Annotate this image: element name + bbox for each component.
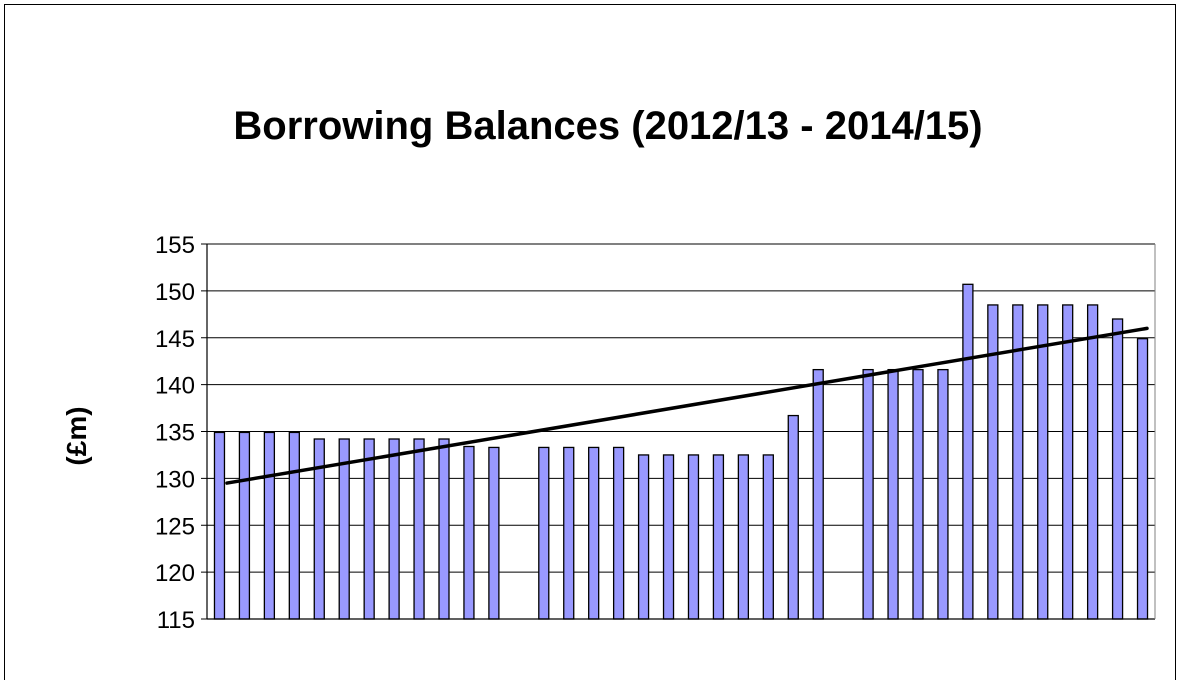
bar [363, 438, 375, 620]
bar [662, 454, 675, 620]
chart-title: Borrowing Balances (2012/13 - 2014/15) [233, 104, 982, 148]
axes [206, 244, 1156, 620]
bar [637, 454, 650, 620]
bar [288, 431, 300, 620]
y-tick-label: 155 [155, 232, 195, 259]
bar [887, 368, 899, 620]
bar [263, 431, 276, 620]
y-tick-label: 145 [155, 326, 195, 353]
y-tick-label: 120 [155, 560, 195, 587]
bar [588, 446, 600, 620]
y-axis-label: (£m) [61, 406, 92, 465]
chart-svg: Borrowing Balances (2012/13 - 2014/15) (… [61, 104, 1156, 634]
y-tick-labels: 115 120 125 130 135 140 145 150 155 [155, 232, 207, 634]
bar [712, 454, 725, 620]
bar [937, 368, 949, 620]
bar [238, 431, 251, 620]
bar [1037, 304, 1049, 620]
bar [1136, 338, 1149, 620]
trendline-group [225, 326, 1149, 485]
bar [538, 446, 550, 620]
bar [687, 454, 700, 620]
bar [762, 454, 774, 620]
bar [1111, 318, 1124, 620]
bar [463, 445, 475, 620]
bar [213, 431, 226, 620]
y-tick-label: 140 [155, 373, 195, 400]
bar [912, 368, 924, 620]
y-tick-label: 125 [155, 513, 195, 540]
chart-frame: Borrowing Balances (2012/13 - 2014/15) (… [4, 4, 1176, 680]
bar [612, 446, 625, 620]
y-tick-label: 150 [155, 279, 195, 306]
bar [388, 438, 400, 620]
bars [213, 283, 1149, 620]
bar [787, 414, 799, 620]
trendline [225, 326, 1149, 485]
bar [563, 446, 575, 620]
bar [737, 454, 750, 620]
y-tick-label: 130 [155, 466, 195, 493]
bar [862, 368, 874, 620]
bar [812, 368, 824, 620]
bar [488, 446, 500, 620]
bar [1062, 304, 1074, 620]
bar [413, 438, 425, 620]
y-tick-label: 135 [155, 420, 195, 447]
bar [1086, 304, 1099, 620]
bar [338, 438, 350, 620]
bar [962, 283, 974, 620]
y-tick-label: 115 [157, 607, 195, 634]
bar [438, 438, 450, 620]
